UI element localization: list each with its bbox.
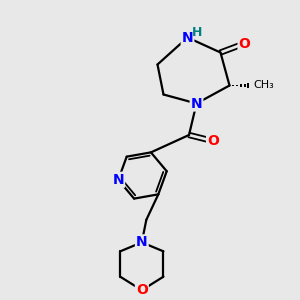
Text: N: N <box>112 173 124 187</box>
Text: O: O <box>238 37 250 50</box>
Text: N: N <box>182 31 193 44</box>
Text: N: N <box>191 97 202 110</box>
Text: O: O <box>136 283 148 297</box>
Text: N: N <box>136 235 148 249</box>
Text: CH₃: CH₃ <box>254 80 274 91</box>
Text: O: O <box>207 134 219 148</box>
Text: H: H <box>192 26 202 39</box>
